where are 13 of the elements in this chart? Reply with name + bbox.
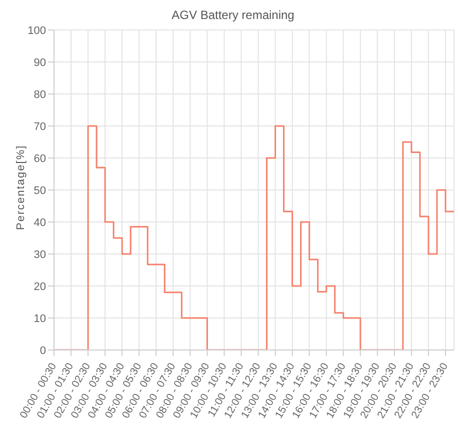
y-tick-label: 100 <box>28 24 46 37</box>
y-tick-label: 80 <box>34 88 46 101</box>
y-axis-title: Percentage[%] <box>14 144 27 230</box>
y-tick-label: 20 <box>34 280 46 293</box>
y-tick-label: 60 <box>34 152 46 165</box>
y-tick-label: 10 <box>34 312 46 325</box>
y-tick-label: 50 <box>34 184 46 197</box>
y-tick-label: 30 <box>34 248 46 261</box>
y-tick-label: 40 <box>34 216 46 229</box>
y-tick-label: 70 <box>34 120 46 133</box>
y-tick-label: 90 <box>34 56 46 69</box>
y-tick-label: 0 <box>40 344 46 357</box>
chart-title: AGV Battery remaining <box>170 8 296 24</box>
